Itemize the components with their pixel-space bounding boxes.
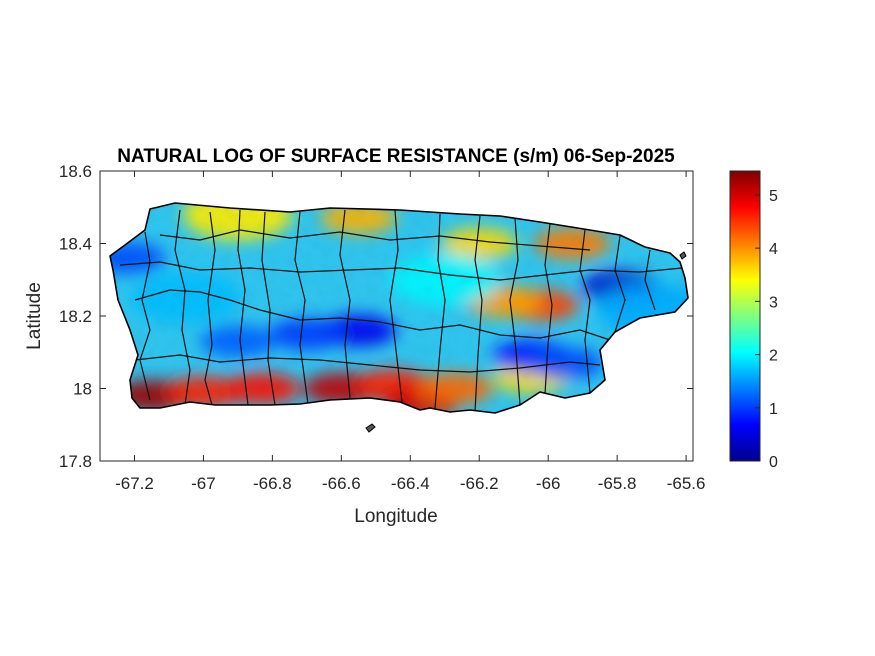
x-tick-label: -67 [191,474,216,493]
x-tick-label: -66.2 [460,474,499,493]
x-axis: -67.2 -67 -66.8 -66.6 -66.4 -66.2 -66 -65.8 -65.… [115,171,705,493]
x-tick-label: -65.6 [667,474,706,493]
y-tick-label: 18.6 [59,162,92,181]
x-tick-label: -66.8 [253,474,292,493]
y-tick-label: 18.4 [59,235,92,254]
small-island-caja-de-muertos [365,423,376,433]
x-tick-label: -66.6 [322,474,361,493]
municipal-boundaries [119,209,683,413]
colorbar-tick-label: 4 [769,241,778,258]
colorbar-tick-label: 5 [769,188,778,205]
colorbar-ticks: 0 1 2 3 4 5 [755,188,778,471]
colorbar-tick-label: 1 [769,401,778,418]
x-tick-label: -66 [536,474,561,493]
y-tick-label: 18 [73,380,92,399]
y-tick-label: 17.8 [59,452,92,471]
y-axis-label: Latitude [24,282,45,350]
x-tick-label: -66.4 [391,474,430,493]
colorbar-tick-label: 3 [769,294,778,311]
x-tick-label: -67.2 [115,474,154,493]
y-tick-label: 18.2 [59,307,92,326]
colorbar-tick-label: 0 [769,454,778,471]
y-axis: 17.8 18 18.2 18.4 18.6 [59,162,693,471]
island-coastline [109,202,689,414]
colorbar-tick-label: 2 [769,348,778,365]
x-axis-label: Longitude [354,506,437,527]
colorbar [729,170,761,462]
map-title: NATURAL LOG OF SURFACE RESISTANCE (s/m) … [117,146,675,167]
small-island-east-cays [679,251,687,260]
x-tick-label: -65.8 [598,474,637,493]
